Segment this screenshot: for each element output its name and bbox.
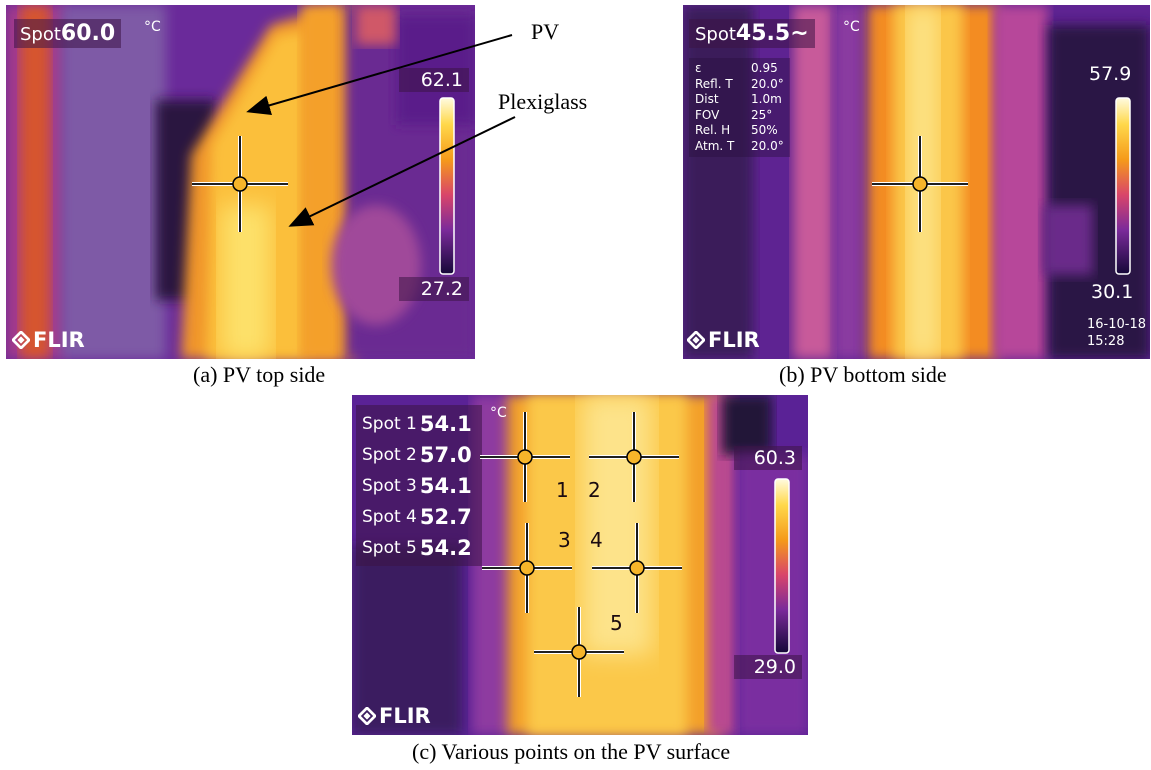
- spot-value: 52.7: [419, 504, 472, 529]
- caption-b: (b) PV bottom side: [779, 362, 947, 387]
- spot-value: 60.0: [60, 21, 116, 46]
- spot-row: Spot 5 54.2: [362, 532, 476, 563]
- spot-label: Spot 5: [362, 537, 417, 558]
- spot-crosshair-1: [480, 412, 570, 502]
- spot-label: Spot 4: [362, 506, 417, 527]
- thermal-scene-a: [6, 5, 475, 359]
- spot-number-4: 4: [590, 528, 603, 552]
- unit-label: °C: [490, 405, 507, 421]
- thermal-image-pv-bottom: Spot45.5~ °C ε 0.95 Refl. T 20.0° Dist 1.0m…: [683, 5, 1150, 359]
- scale-max: 60.3: [734, 446, 802, 470]
- flir-logo: FLIR: [687, 328, 760, 352]
- flir-mark-icon: [12, 331, 30, 349]
- scale-max: 57.9: [1089, 63, 1132, 85]
- date-stamp: 16-10-18: [1087, 317, 1147, 332]
- param-key: Rel. H: [695, 123, 731, 137]
- time-stamp: 15:28: [1087, 334, 1125, 349]
- caption-c: (c) Various points on the PV surface: [412, 739, 731, 764]
- spot-label: Spot 1: [362, 413, 417, 434]
- param-value: 1.0m: [751, 92, 782, 106]
- spot-number-2: 2: [588, 478, 601, 502]
- flir-logo: FLIR: [12, 328, 85, 352]
- spot-crosshair-5: [534, 607, 624, 697]
- camera-parameters: ε 0.95 Refl. T 20.0° Dist 1.0m FOV 25° Rel. …: [689, 58, 790, 157]
- param-key: Atm. T: [695, 138, 735, 153]
- flir-logo-text: FLIR: [33, 328, 85, 352]
- spot-value: 54.1: [419, 473, 472, 498]
- spot-number-1: 1: [556, 478, 569, 502]
- spot-label: Spot: [695, 24, 736, 45]
- arrow-pv: [246, 34, 513, 116]
- spot-number-3: 3: [558, 528, 571, 552]
- spot-value: 45.5~: [735, 21, 809, 46]
- spot-row: Spot 3 54.1: [362, 470, 476, 501]
- spot-value: 54.1: [419, 411, 472, 436]
- thermal-image-pv-top: Spot60.0 °C 62.1 27.2 FLIR: [6, 5, 475, 359]
- flir-logo: FLIR: [358, 704, 431, 728]
- scale-min: 29.0: [734, 655, 802, 679]
- flir-mark-icon: [358, 707, 376, 725]
- param-key: ε: [695, 61, 702, 75]
- flir-logo-text: FLIR: [708, 328, 760, 352]
- color-scale-bar: [774, 478, 790, 654]
- spot-readout: Spot60.0: [14, 19, 122, 48]
- spot-label: Spot 3: [362, 475, 417, 496]
- scale-max: 62.1: [399, 68, 469, 92]
- scale-min: 30.1: [1091, 281, 1134, 303]
- arrow-plexiglass: [288, 116, 516, 227]
- spot-crosshair-4: [592, 523, 682, 613]
- spot-crosshair-3: [482, 523, 572, 613]
- spot-row: Spot 4 52.7: [362, 501, 476, 532]
- annotation-pv: PV: [531, 19, 560, 44]
- spot-crosshair-2: [589, 412, 679, 502]
- spot-row: Spot 1 54.1: [362, 408, 476, 439]
- unit-label: °C: [144, 19, 161, 35]
- annotation-plexiglass: Plexiglass: [498, 89, 588, 114]
- param-key: Refl. T: [695, 76, 733, 91]
- spot-label: Spot: [20, 24, 61, 45]
- spot-row: Spot 2 57.0: [362, 439, 476, 470]
- flir-logo-text: FLIR: [379, 704, 431, 728]
- param-value: 0.95: [751, 61, 778, 75]
- scale-min: 27.2: [399, 277, 469, 301]
- param-key: FOV: [695, 107, 720, 122]
- spot-value: 57.0: [419, 442, 472, 467]
- spot-crosshair: [192, 136, 288, 232]
- color-scale-bar: [439, 97, 455, 275]
- param-value: 20.0°: [751, 76, 784, 91]
- spot-crosshair: [872, 136, 968, 232]
- param-value: 50%: [751, 123, 778, 137]
- spot-readout: Spot45.5~: [689, 19, 815, 48]
- param-key: Dist: [695, 92, 719, 106]
- flir-mark-icon: [687, 331, 705, 349]
- caption-a: (a) PV top side: [193, 362, 326, 387]
- spot-label: Spot 2: [362, 444, 417, 465]
- spot-number-5: 5: [610, 611, 623, 635]
- color-scale-bar: [1115, 97, 1131, 275]
- spot-value: 54.2: [419, 535, 472, 560]
- param-value: 25°: [751, 107, 773, 122]
- unit-label: °C: [843, 19, 860, 35]
- param-value: 20.0°: [751, 138, 784, 153]
